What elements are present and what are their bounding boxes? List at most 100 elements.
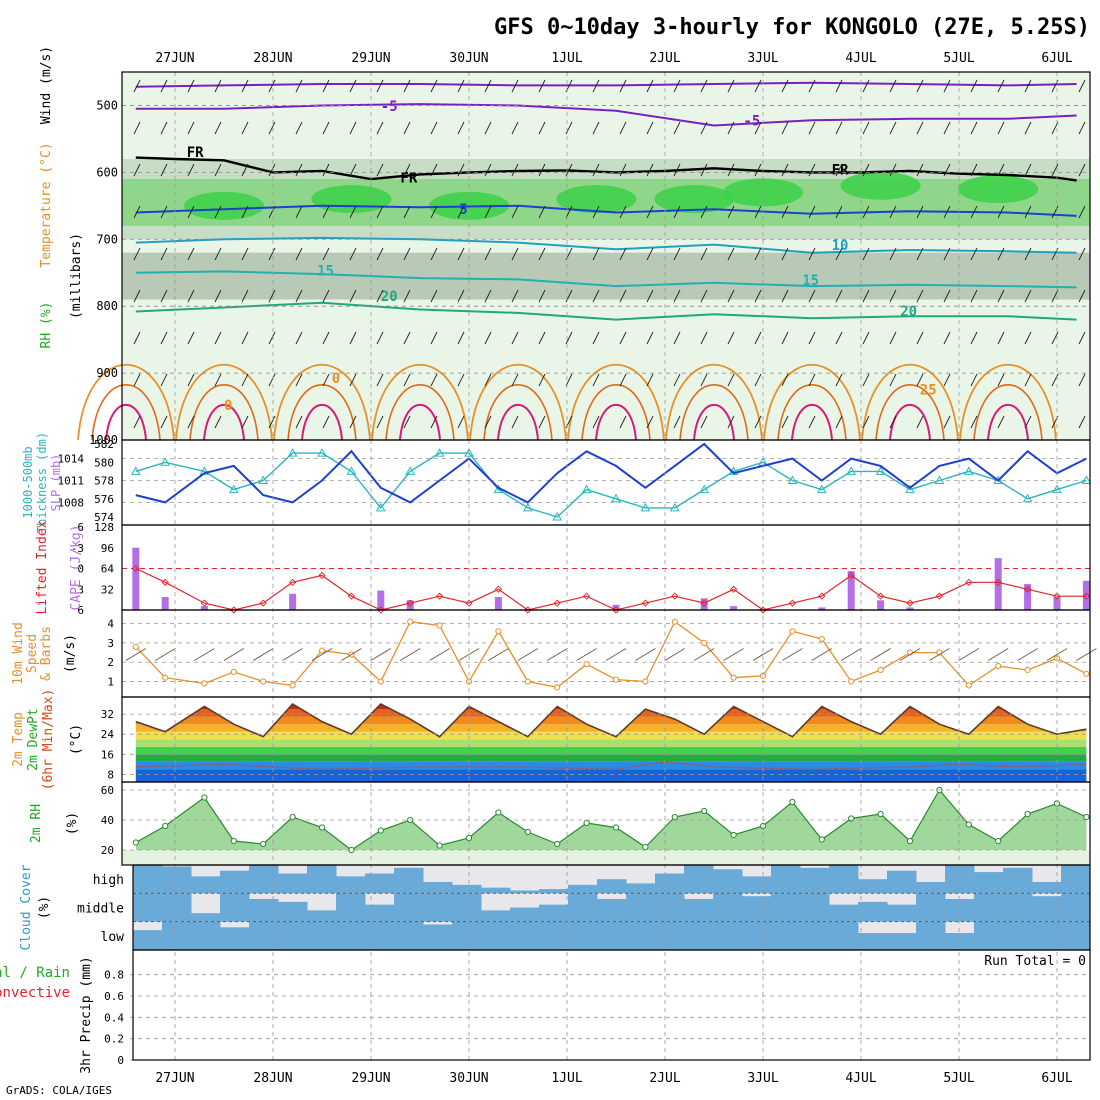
wind-barb [282, 648, 303, 661]
wind-barb [160, 79, 168, 93]
wind-barb [403, 373, 411, 387]
wind-barb [811, 648, 833, 661]
li-marker [818, 592, 826, 600]
wind-barb [430, 247, 438, 261]
cloud-bar [858, 933, 888, 950]
cloud-bar [452, 884, 482, 894]
cloud-bar [771, 893, 801, 922]
wind-barb [241, 121, 249, 135]
cloud-bar [858, 879, 888, 894]
wind-barb [835, 331, 843, 345]
wind-barb [1017, 648, 1038, 661]
wind-barb [673, 331, 681, 345]
cloud-bar [365, 904, 395, 922]
rh-band-low [122, 252, 1090, 300]
wind-barb [700, 205, 708, 219]
wind-barb [457, 331, 465, 345]
wind-barb [160, 373, 168, 387]
thickness-marker [375, 502, 386, 512]
cape-bar [494, 597, 502, 610]
wind-barb [403, 415, 411, 429]
wind-barb [322, 289, 330, 303]
temp-contour-30 [483, 384, 553, 441]
cloud-bar [394, 921, 424, 950]
contour-label: FR [400, 170, 417, 186]
pressure-tick-label: 900 [96, 366, 118, 380]
wind-barb [403, 289, 411, 303]
wind-barb [214, 415, 222, 429]
wind-barb [889, 331, 897, 345]
cloud-bar [539, 921, 569, 950]
wind-barb [295, 205, 303, 219]
rh-moist-patch [311, 185, 392, 214]
cape-bar [200, 606, 208, 610]
thickness-tick-label: 574 [94, 511, 114, 524]
cloud-bar [1032, 882, 1062, 894]
wind-barb [752, 648, 774, 661]
rh-marker [377, 827, 384, 834]
contour-label: 20 [900, 304, 917, 320]
thickness-marker [611, 493, 621, 503]
wind-barb [700, 247, 708, 261]
li-marker [494, 585, 503, 593]
wind-barb [457, 415, 465, 429]
credit-label: GrADS: COLA/IGES [6, 1084, 112, 1097]
cloud-bar [771, 865, 801, 894]
wind-barb [835, 121, 843, 135]
precip-tick-label: 0 [117, 1054, 124, 1067]
wind-barb [916, 247, 924, 261]
cloud-bar [394, 867, 424, 894]
wind-barb [970, 79, 978, 93]
cloud-bar [974, 872, 1004, 894]
wind-barb [1024, 247, 1032, 261]
date-label-top: 4JUL [845, 51, 876, 66]
thickness-marker [130, 466, 141, 475]
cloud-bar [220, 870, 250, 894]
wind-speed-marker [260, 678, 267, 685]
temp-contour-30 [189, 384, 259, 441]
wind-barb [943, 79, 951, 93]
cross-section-axis-title: RH (%) [39, 302, 54, 349]
wind-barb [1024, 205, 1032, 219]
panel-frames [121, 71, 1091, 1061]
wind-barb [268, 331, 276, 345]
wind-barb [754, 331, 762, 345]
rh-marker [789, 798, 796, 806]
temp-contour-25 [665, 364, 763, 441]
wind-barb [322, 331, 330, 345]
thickness-marker [346, 466, 357, 475]
wind-barb [457, 163, 465, 177]
wind-axis-title: Speed [25, 634, 40, 673]
slp-tick-label: 1014 [58, 453, 85, 466]
wind-speed-marker [642, 678, 649, 685]
li-tick-label: 6 [77, 604, 84, 617]
temp-contour-25 [959, 364, 1057, 441]
cloud-bar [307, 910, 337, 922]
li-marker [906, 599, 914, 607]
cape-bar [289, 593, 297, 610]
wind-barb [619, 373, 627, 387]
cross-section-axis-title: Wind (m/s) [39, 46, 54, 124]
wind-barb [592, 163, 600, 177]
wind-speed-marker [289, 682, 296, 689]
wind-barb [187, 415, 195, 429]
wind-barb [1024, 79, 1032, 93]
wind-barb [673, 163, 681, 177]
wind-barb [997, 121, 1005, 135]
wind-barb [727, 121, 735, 135]
cloud-row-label: middle [77, 902, 124, 917]
wind-tick-label: 1 [107, 676, 114, 689]
wind-barb [133, 415, 141, 429]
wind-barb [214, 331, 222, 345]
cloud-bar [249, 921, 279, 950]
wind-barb [430, 121, 438, 135]
wind-barb [349, 121, 357, 135]
cloud-bar [133, 893, 163, 922]
wind-barb [723, 648, 744, 661]
wind-barb [538, 289, 546, 303]
wind-barb [488, 648, 509, 661]
wind-barb [349, 331, 357, 345]
wind-speed-marker [701, 639, 708, 647]
contour-label: -5 [743, 114, 760, 130]
cloud-bar [945, 933, 975, 950]
